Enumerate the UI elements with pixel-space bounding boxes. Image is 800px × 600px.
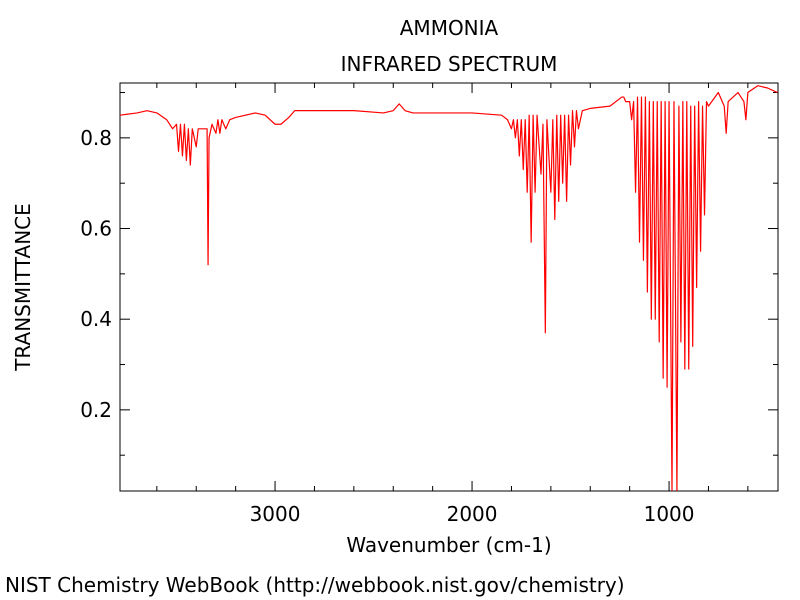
spectrum-line [119, 85, 778, 492]
chart-title: AMMONIA [400, 16, 499, 40]
y-tick-label: 0.8 [80, 126, 112, 150]
x-tick-label: 3000 [250, 502, 301, 526]
x-tick-label: 1000 [644, 502, 695, 526]
source-note: NIST Chemistry WebBook (http://webbook.n… [5, 573, 625, 597]
x-axis-label: Wavenumber (cm-1) [346, 533, 551, 557]
y-tick-label: 0.2 [80, 398, 112, 422]
y-axis-label: TRANSMITTANCE [11, 203, 35, 372]
y-tick-label: 0.6 [80, 217, 112, 241]
y-tick-label: 0.4 [80, 307, 112, 331]
plot-frame [119, 82, 779, 492]
x-tick-label: 2000 [447, 502, 498, 526]
chart-subtitle: INFRARED SPECTRUM [341, 52, 558, 76]
